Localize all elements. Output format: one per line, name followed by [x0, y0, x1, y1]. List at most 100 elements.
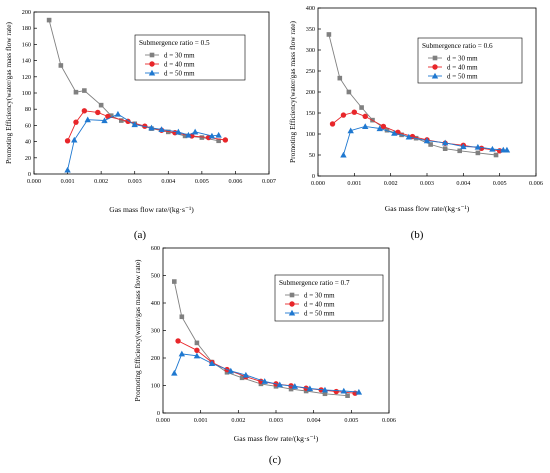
- x-tick-label: 0.001: [347, 180, 361, 187]
- y-tick-label: 100: [22, 90, 31, 97]
- legend: Submergence ratio = 0.5 d = 30 mmd = 40 m…: [134, 34, 246, 81]
- x-tick-label: 0.004: [307, 417, 321, 424]
- data-point-s1-1: [337, 75, 343, 81]
- data-point-s1-5: [108, 113, 114, 118]
- x-tick-label: 0.006: [228, 178, 242, 185]
- panel-label: (a): [134, 229, 147, 241]
- data-point-s3-9: [306, 385, 314, 392]
- data-point-s3-4: [227, 367, 234, 374]
- chart-panel-3: 0.000 0.001 0.002 0.003 0.004 0.005 0.006 0 100 2…: [133, 245, 396, 466]
- data-point-s2-1: [340, 112, 347, 118]
- x-tick-label: 0.005: [344, 417, 358, 424]
- data-point-s1-0: [326, 32, 332, 37]
- legend-entry-1: d = 30 mm: [164, 52, 195, 60]
- data-point-s2-3: [362, 113, 368, 120]
- legend-entry-2: d = 40 mm: [164, 61, 195, 69]
- series-line-1: [173, 281, 348, 397]
- data-point-s1-3: [82, 88, 87, 93]
- x-tick-label: 0.004: [456, 180, 470, 187]
- data-point-s3-5: [405, 133, 413, 140]
- data-point-s1-legend: [149, 52, 155, 58]
- y-axis-label: Promoting Efficiency(water/gas mass flow…: [4, 22, 13, 164]
- series-line-2: [177, 340, 356, 394]
- y-tick-label: 0: [157, 410, 160, 417]
- data-point-s3-7: [158, 126, 165, 133]
- data-point-s1-12: [216, 138, 221, 144]
- data-point-s1-legend: [289, 292, 295, 298]
- data-point-s2-legend: [289, 301, 295, 307]
- data-point-s1-12: [493, 152, 499, 158]
- data-point-s2-3: [95, 109, 101, 116]
- y-tick-label: 20: [25, 155, 31, 162]
- data-point-s3-0: [340, 151, 347, 158]
- data-point-s1-10: [457, 148, 462, 154]
- data-point-s1-9: [442, 146, 448, 151]
- y-tick-label: 350: [306, 26, 315, 33]
- data-point-s2-10: [205, 134, 212, 141]
- data-point-s3-1: [347, 127, 354, 134]
- y-tick-label: 80: [25, 106, 31, 113]
- panel-label: (b): [411, 229, 424, 241]
- x-tick-label: 0.003: [420, 180, 434, 187]
- data-point-s3-3: [208, 360, 216, 367]
- y-tick-label: 100: [151, 383, 160, 390]
- data-point-s2-2: [351, 109, 358, 115]
- data-point-s1-11: [345, 393, 350, 398]
- data-point-s3-4: [391, 129, 398, 136]
- y-tick-label: 60: [25, 122, 31, 129]
- series-2: [175, 338, 358, 396]
- data-point-s1-legend: [432, 55, 438, 61]
- data-point-s1-4: [224, 370, 230, 375]
- x-tick-label: 0.000: [27, 178, 41, 185]
- y-tick-label: 150: [306, 110, 315, 117]
- data-point-s3-1: [71, 136, 78, 143]
- panel-label: (c): [269, 454, 282, 466]
- data-point-s2-4: [380, 123, 387, 130]
- x-tick-label: 0.001: [194, 417, 208, 424]
- data-point-s1-11: [199, 135, 205, 140]
- x-tick-label: 0.003: [128, 178, 142, 185]
- chart-panel-1: 0.000 0.001 0.002 0.003 0.004 0.005 0.006 0.007…: [4, 9, 276, 241]
- y-tick-label: 400: [151, 300, 160, 307]
- data-point-s3-12: [503, 146, 511, 153]
- y-tick-label: 50: [309, 152, 315, 159]
- data-point-s3-0: [171, 369, 178, 376]
- x-tick-label: 0.005: [493, 180, 507, 187]
- x-tick-label: 0.006: [382, 417, 396, 424]
- data-point-s2-legend: [149, 61, 155, 67]
- y-tick-label: 0: [312, 173, 315, 180]
- data-point-s1-6: [118, 118, 124, 123]
- legend-entry-3: d = 50 mm: [304, 310, 335, 318]
- data-point-s2-1: [73, 119, 79, 125]
- data-point-s3-4: [114, 110, 122, 117]
- x-tick-label: 0.007: [262, 178, 276, 185]
- data-point-s3-7: [441, 139, 449, 146]
- data-point-s1-5: [384, 127, 390, 133]
- data-point-s1-4: [98, 102, 104, 108]
- x-axis-label: Gas mass flow rate/(kg·s⁻¹): [109, 205, 194, 214]
- series-3: [171, 350, 363, 395]
- y-axis-label: Promoting Efficiency(water/gas mass flow…: [288, 21, 297, 163]
- legend-entry-1: d = 30 mm: [304, 292, 335, 300]
- series-line-3: [67, 113, 219, 170]
- data-point-s1-2: [194, 340, 200, 346]
- series-line-2: [332, 111, 500, 152]
- data-point-s3-6: [148, 124, 155, 131]
- data-point-s1-3: [359, 105, 364, 110]
- data-point-s3-3: [376, 125, 383, 132]
- data-point-s3-1: [178, 350, 186, 357]
- data-point-s3-legend: [148, 69, 156, 76]
- data-point-s3-10: [489, 145, 496, 152]
- y-tick-label: 250: [306, 68, 315, 75]
- data-point-s2-0: [329, 121, 336, 127]
- data-point-s3-3: [101, 117, 108, 124]
- y-tick-label: 160: [22, 41, 31, 48]
- y-axis-label: Promoting Efficiency(water/gas mass flow…: [133, 259, 142, 401]
- data-point-s2-0: [175, 338, 181, 344]
- data-point-s3-12: [355, 388, 363, 395]
- y-tick-label: 40: [25, 139, 31, 146]
- x-tick-label: 0.000: [156, 417, 170, 424]
- data-point-s1-11: [475, 150, 481, 156]
- x-axis-label: Gas mass flow rate/(kg·s⁻¹): [385, 204, 470, 213]
